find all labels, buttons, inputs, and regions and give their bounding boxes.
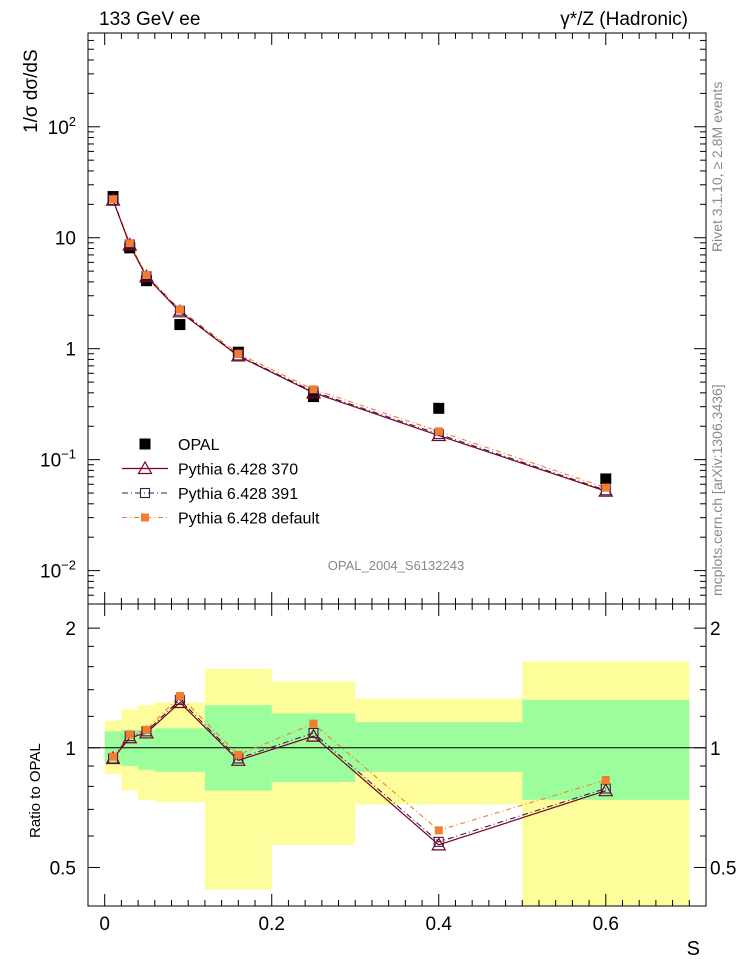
- point-pdef-4: [234, 349, 243, 358]
- main-line-pdef: [112, 199, 606, 489]
- legend-marker-p391: [139, 487, 151, 499]
- ratio-ytick-label-right-1: 1: [710, 739, 721, 760]
- band-inner-6: [355, 722, 523, 772]
- point-pdef-5: [309, 385, 318, 394]
- ratio-lines: [105, 691, 614, 851]
- y-axis-label-ratio: Ratio to OPAL: [27, 743, 44, 838]
- ratio-point-pdef-4: [234, 750, 243, 759]
- point-pdef-0: [109, 195, 118, 204]
- point-pdef-7: [601, 483, 610, 492]
- legend-label-p370: Pythia 6.428 370: [178, 462, 298, 479]
- energy-label: 133 GeV ee: [99, 9, 200, 30]
- point-pdef-2: [142, 271, 151, 280]
- ratio-point-pdef-5: [309, 719, 318, 728]
- markers: [105, 191, 614, 497]
- ratio-xtick-label-0: 0: [99, 914, 110, 935]
- ratio-ytick-label-left-2: 2: [65, 619, 76, 640]
- point-pdef-6: [434, 427, 443, 436]
- ratio-ytick-label-right-2: 2: [710, 619, 721, 640]
- ratio-point-p391-7: [600, 783, 611, 794]
- legend-label-data: OPAL: [178, 437, 220, 454]
- point-data-3: [174, 319, 186, 331]
- ratio-frame: [87, 603, 707, 907]
- ratio-point-p391-5: [308, 727, 319, 738]
- legend: OPAL Pythia 6.428 370 Pythia 6.428 391 Pyth…: [122, 437, 320, 528]
- point-pdef-1: [125, 239, 134, 248]
- ratio-point-p370-7: [598, 782, 614, 797]
- point-data-7: [600, 473, 612, 485]
- analysis-id: OPAL_2004_S6132243: [328, 558, 464, 573]
- ratio-point-pdef-7: [601, 775, 610, 784]
- ratio-xtick-label-1: 0.2: [259, 914, 285, 935]
- main-ytick-label-3: 10: [55, 229, 76, 250]
- ratio-ytick-label-right-0: 0.5: [710, 858, 736, 879]
- main-ytick-label-4: 102: [48, 114, 76, 139]
- side-label-rivet: Rivet 3.1.10, ≥ 2.8M events: [709, 82, 725, 252]
- band-inner-3: [154, 728, 205, 772]
- ratio-point-pdef-3: [175, 691, 184, 700]
- ratio-point-pdef-0: [109, 752, 118, 761]
- point-data-1: [124, 242, 136, 254]
- legend-label-p391: Pythia 6.428 391: [178, 486, 298, 503]
- main-ytick-label-1: 10−1: [40, 447, 76, 472]
- legend-marker-p370: [137, 460, 153, 475]
- ratio-point-p370-3: [172, 694, 188, 709]
- main-ytick-label-0: 10−2: [40, 558, 76, 583]
- point-data-6: [433, 402, 445, 414]
- y-axis-label-main: 1/σ dσ/dS: [21, 49, 42, 133]
- main-ytick-label-2: 1: [65, 340, 76, 361]
- ratio-ytick-label-left-1: 1: [65, 739, 76, 760]
- x-axis-label: S: [687, 938, 700, 960]
- legend-marker-pdef: [141, 513, 149, 522]
- ratio-xtick-label-3: 0.6: [593, 914, 619, 935]
- ratio-point-pdef-1: [125, 730, 134, 739]
- ratio-point-pdef-6: [434, 826, 443, 835]
- ratio-line-pdef: [112, 695, 606, 831]
- legend-label-pdef: Pythia 6.428 default: [178, 511, 320, 528]
- ratio-ytick-label-left-0: 0.5: [50, 858, 76, 879]
- ratio-point-p370-4: [230, 752, 246, 766]
- point-pdef-3: [175, 305, 184, 314]
- ratio-xtick-label-2: 0.4: [426, 914, 453, 935]
- ratio-point-p370-6: [431, 837, 447, 851]
- legend-marker-data: [139, 438, 151, 450]
- ratio-point-pdef-2: [142, 725, 151, 734]
- process-label: γ*/Z (Hadronic): [560, 9, 688, 30]
- band-inner-2: [138, 729, 155, 770]
- ratio-point-p391-6: [433, 836, 444, 847]
- side-label-mcplots: mcplots.cern.ch [arXiv:1306.3436]: [709, 384, 725, 596]
- frames: [87, 32, 707, 907]
- ticks: 10−2 10−1 1 10 102 0 0.2 0.4 0.6 0.5 0.5 1 1 2 2: [40, 32, 736, 935]
- ratio-point-p370-5: [305, 728, 322, 742]
